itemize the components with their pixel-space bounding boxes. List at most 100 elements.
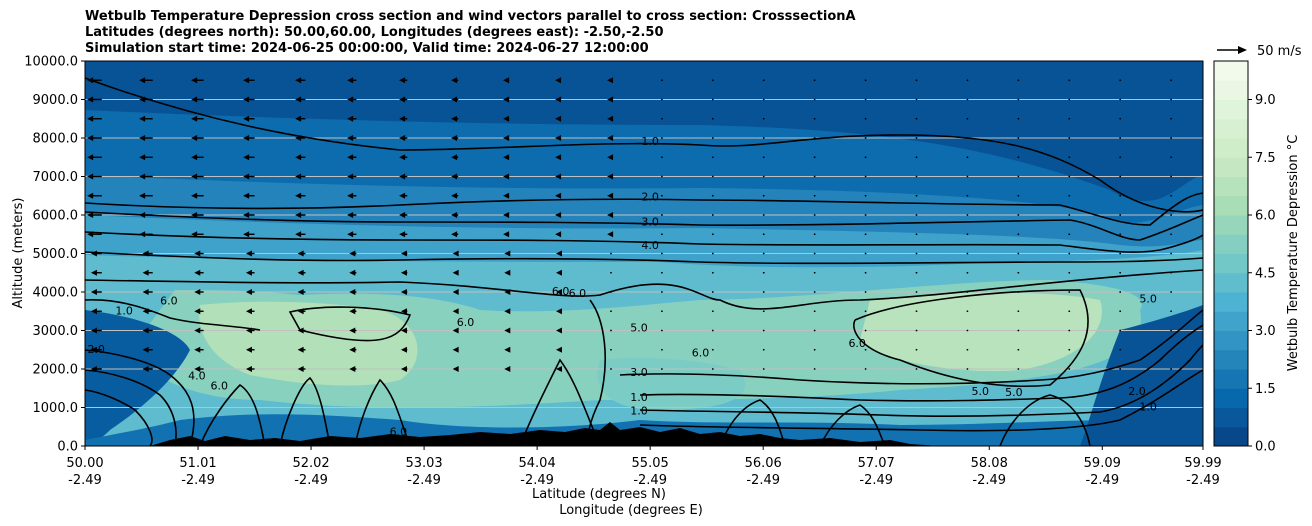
contour-line [85,349,195,446]
x-tick-label-lon: -2.49 [520,473,554,488]
wind-vector [711,252,714,255]
terrain-silhouette [150,422,940,446]
wind-vector [194,289,204,295]
wind-vector [864,233,867,236]
wind-vector [243,135,255,141]
wind-vector [452,250,459,257]
x-tick-label-lon: -2.49 [407,473,441,488]
wind-vector [711,175,714,178]
wind-vector [555,327,562,334]
wind-vector [1068,117,1071,120]
wind-vector [451,212,459,218]
wind-vector [762,310,765,313]
wind-vector [245,269,255,276]
wind-vector [864,98,867,101]
y-tick-label: 6000.0 [33,209,79,224]
colorbar-segment [1214,369,1248,389]
wind-vector [503,96,510,103]
wind-vector [813,156,816,159]
wind-vector [504,308,511,315]
colorbar-segment [1214,176,1248,197]
wind-vector [661,368,663,370]
contour-label: 5.0 [630,322,648,335]
colorbar-segment [1214,234,1248,254]
y-tick-label: 2000.0 [33,363,79,378]
wind-vector [966,214,969,216]
wind-vector [400,346,408,353]
contour-line [853,289,1089,388]
chart-title-line-2: Latitudes (degrees north): 50.00,60.00, … [85,25,664,40]
wind-vector [864,368,867,370]
wind-vector [555,212,562,218]
wind-vector [813,79,816,82]
wind-vector [555,346,562,353]
wind-vector [297,250,306,257]
x-tick-label-lon: -2.49 [633,473,667,488]
wind-vector [1119,194,1122,197]
wind-vector [813,137,816,139]
wind-vector [1068,271,1071,274]
contour-line [619,309,1203,385]
wind-vector [451,154,459,161]
wind-vector [139,154,153,161]
wind-vector [1119,252,1122,255]
wind-vector [90,327,102,334]
wind-vector [610,252,612,255]
wind-vector [87,192,102,199]
wind-vector [503,135,510,141]
colorbar-tick-label: 9.0 [1255,93,1276,108]
wind-vector [194,346,204,353]
wind-vector [245,327,255,334]
contour-line [85,369,177,446]
wind-vector [915,214,918,216]
wind-vector [504,366,511,372]
wind-vector [347,173,357,180]
wind-vector [864,137,867,139]
colorbar-segment [1214,253,1248,274]
wind-vector [966,233,969,236]
wind-vector [1170,291,1173,293]
wind-vector [661,271,663,274]
wind-vector [452,366,459,372]
colorbar-segment [1214,292,1248,312]
wind-vector [813,348,816,351]
wind-vector [142,327,153,334]
contour-line [85,192,1203,226]
wind-vector [451,115,459,122]
wind-vector [399,173,408,180]
x-tick-label-lon: -2.49 [68,473,102,488]
wind-vector [610,348,612,351]
wind-vector [297,346,306,353]
wind-vector [347,96,357,103]
wind-vector [503,154,510,161]
wind-vector [139,77,153,84]
wind-vector [1119,271,1122,274]
wind-vector [813,214,816,216]
y-tick-label: 0.0 [57,440,78,455]
wind-vector [504,269,511,276]
wind-vector [1170,98,1173,101]
wind-vector [349,308,357,315]
colorbar-segment [1214,407,1248,428]
wind-vector [139,115,153,122]
contour-line [279,376,331,446]
wind-vector [191,231,204,238]
wind-vector [915,348,918,351]
wind-vector [349,269,357,276]
wind-vector [555,308,562,315]
wind-vector [191,115,204,122]
wind-vector [864,291,867,293]
wind-vector [607,96,614,103]
wind-vector [87,77,102,84]
wind-vector [661,194,663,197]
wind-vector [711,79,714,82]
wind-vector [400,308,408,315]
wind-vector [915,156,918,159]
wind-vector [90,366,102,372]
wind-vector [864,117,867,120]
wind-vector [399,115,408,122]
wind-vector [452,308,459,315]
wind-vector [711,98,714,101]
wind-vector [194,327,204,334]
wind-vector [1068,310,1071,313]
